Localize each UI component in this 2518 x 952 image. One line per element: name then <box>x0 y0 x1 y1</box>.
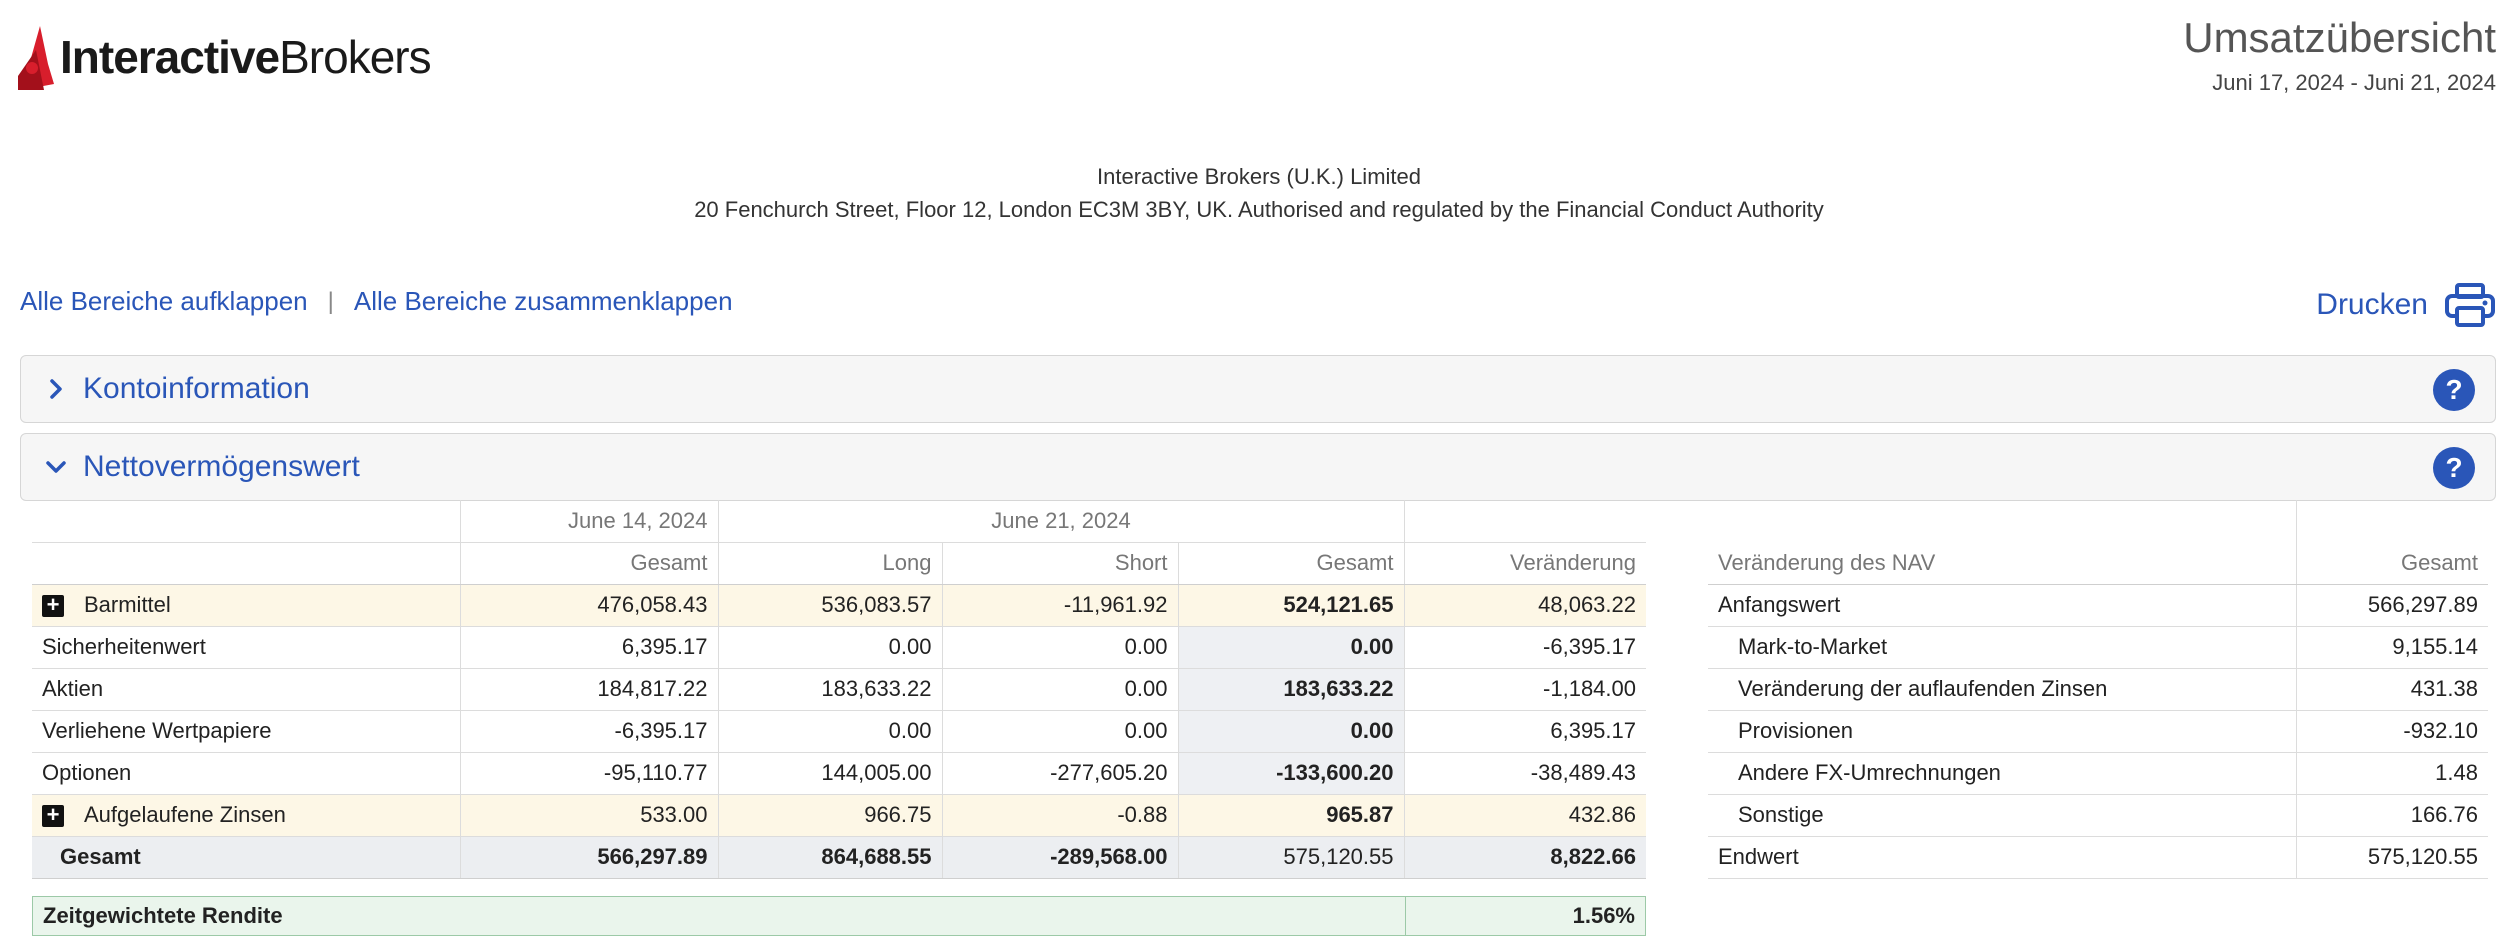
help-icon[interactable]: ? <box>2433 369 2475 411</box>
table-row: Optionen -95,110.77 144,005.00 -277,605.… <box>32 752 1646 795</box>
table-row: Sicherheitenwert 6,395.17 0.00 0.00 0.00… <box>32 626 1646 669</box>
table-row: Endwert 575,120.55 <box>1708 836 2488 879</box>
table-row: + Aufgelaufene Zinsen 533.00 966.75 -0.88… <box>32 794 1646 837</box>
twr-value: 1.56% <box>1405 897 1645 935</box>
table-row: Sonstige 166.76 <box>1708 794 2488 837</box>
help-icon[interactable]: ? <box>2433 447 2475 489</box>
nav-change-table: Veränderung des NAV Gesamt Anfangswert 56… <box>1708 500 2488 879</box>
collapse-all-link[interactable]: Alle Bereiche zusammenklappen <box>353 286 733 316</box>
date-prev-header: June 14, 2024 <box>460 500 719 542</box>
time-weighted-return-row: Zeitgewichtete Rendite 1.56% <box>32 896 1646 936</box>
table-row: Verliehene Wertpapiere -6,395.17 0.00 0.… <box>32 710 1646 753</box>
logo-text: InteractiveBrokers <box>60 31 432 83</box>
table-row: + Barmittel 476,058.43 536,083.57 -11,961… <box>32 584 1646 627</box>
logo: InteractiveBrokers <box>18 22 432 92</box>
col-nav-change: Veränderung des NAV <box>1708 542 2296 585</box>
table-row: Mark-to-Market 9,155.14 <box>1708 626 2488 669</box>
chevron-right-icon <box>50 379 62 399</box>
chevron-down-icon <box>46 461 66 473</box>
table-row: Andere FX-Umrechnungen 1.48 <box>1708 752 2488 795</box>
section-toggle-links: Alle Bereiche aufklappen | Alle Bereiche… <box>20 286 733 317</box>
printer-icon <box>2445 283 2495 327</box>
col-total: Gesamt <box>1178 541 1405 585</box>
link-separator: | <box>327 287 334 315</box>
report-title: Umsatzübersicht Juni 17, 2024 - Juni 21,… <box>2183 14 2496 96</box>
total-row: Gesamt 566,297.89 864,688.55 -289,568.00… <box>32 836 1646 879</box>
company-info: Interactive Brokers (U.K.) Limited 20 Fe… <box>0 160 2518 226</box>
ib-logo-icon <box>18 26 54 90</box>
print-button[interactable]: Drucken <box>2316 282 2496 328</box>
section-account-info[interactable]: Kontoinformation ? <box>20 355 2496 423</box>
date-curr-header: June 21, 2024 <box>718 500 1405 542</box>
section-title: Nettovermögenswert <box>83 450 360 483</box>
table-row: Provisionen -932.10 <box>1708 710 2488 753</box>
nav-table: June 14, 2024 June 21, 2024 Gesamt Long … <box>32 500 1646 879</box>
page-title: Umsatzübersicht <box>2183 14 2496 61</box>
col-prev-total: Gesamt <box>460 541 719 585</box>
twr-label: Zeitgewichtete Rendite <box>43 903 283 928</box>
print-label: Drucken <box>2316 288 2428 321</box>
section-title: Kontoinformation <box>83 372 310 405</box>
table-row: Veränderung der auflaufenden Zinsen 431.3… <box>1708 668 2488 711</box>
col-total: Gesamt <box>2295 542 2488 585</box>
col-change: Veränderung <box>1404 541 1646 585</box>
expand-plus-icon[interactable]: + <box>42 804 64 828</box>
col-short: Short <box>942 541 1179 585</box>
expand-all-link[interactable]: Alle Bereiche aufklappen <box>20 286 308 316</box>
company-name: Interactive Brokers (U.K.) Limited <box>1097 164 1421 189</box>
col-long: Long <box>718 541 943 585</box>
section-nav[interactable]: Nettovermögenswert ? <box>20 433 2496 501</box>
table-row: Aktien 184,817.22 183,633.22 0.00 183,63… <box>32 668 1646 711</box>
date-range: Juni 17, 2024 - Juni 21, 2024 <box>2212 70 2496 95</box>
table-row: Anfangswert 566,297.89 <box>1708 584 2488 627</box>
expand-plus-icon[interactable]: + <box>42 594 64 618</box>
company-address: 20 Fenchurch Street, Floor 12, London EC… <box>694 197 1824 222</box>
